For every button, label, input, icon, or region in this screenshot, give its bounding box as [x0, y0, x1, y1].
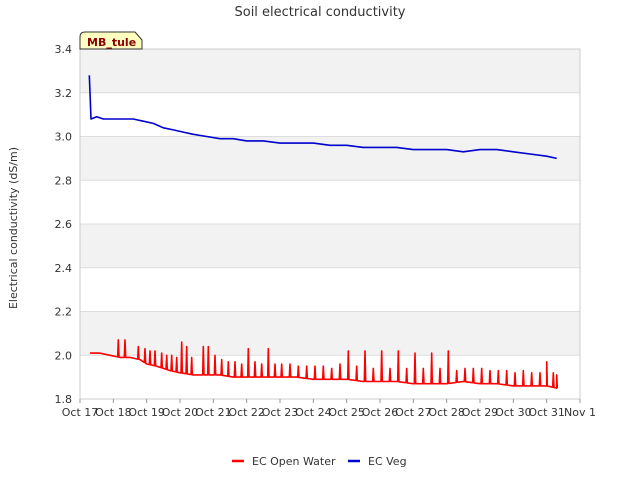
- x-tick-label: Oct 31: [528, 406, 565, 419]
- x-tick-label: Nov 1: [564, 406, 596, 419]
- x-tick-label: Oct 18: [95, 406, 132, 419]
- x-tick-label: Oct 20: [162, 406, 199, 419]
- x-tick-label: Oct 30: [495, 406, 532, 419]
- plot-band: [80, 49, 580, 93]
- site-badge: MB_tule: [79, 31, 143, 50]
- chart-title: Soil electrical conductivity: [234, 5, 405, 20]
- plot-frame: [79, 48, 581, 400]
- plot-band: [80, 267, 580, 312]
- series-ec-open-water: [90, 339, 559, 389]
- y-tick-label: 3.4: [55, 43, 73, 56]
- y-tick-label: 2.4: [55, 262, 73, 275]
- y-tick-label: 2.6: [55, 218, 73, 231]
- x-tick-label: Oct 29: [462, 406, 499, 419]
- x-tick-label: Oct 28: [428, 406, 465, 419]
- series-ec-veg: [88, 75, 557, 160]
- x-tick-label: Oct 19: [128, 406, 165, 419]
- series-line: [88, 75, 557, 160]
- x-tick-label: Oct 17: [62, 406, 99, 419]
- legend-item: EC Veg: [348, 455, 407, 468]
- y-tick-label: 3.2: [55, 87, 73, 100]
- y-tick-label: 1.8: [55, 393, 73, 406]
- site-badge-label: MB_tule: [87, 36, 136, 49]
- plot-bands: [80, 49, 580, 399]
- y-tick-label: 2.0: [55, 349, 73, 362]
- legend: EC Open Water EC Veg: [232, 455, 407, 468]
- x-tick-label: Oct 24: [295, 406, 332, 419]
- x-tick-label: Oct 21: [195, 406, 232, 419]
- plot-band: [80, 311, 580, 356]
- legend-item: EC Open Water: [232, 455, 336, 468]
- series-line: [90, 339, 559, 389]
- plot-band: [80, 136, 580, 181]
- plot-band: [80, 180, 580, 224]
- plot-band: [80, 355, 580, 399]
- plot-band: [80, 224, 580, 268]
- x-tick-label: Oct 26: [362, 406, 399, 419]
- y-tick-label: 3.0: [55, 131, 73, 144]
- plot-band: [80, 92, 580, 137]
- x-tick-label: Oct 23: [262, 406, 299, 419]
- y-tick-label: 2.2: [55, 306, 73, 319]
- legend-label: EC Open Water: [252, 455, 336, 468]
- y-axis: 1.8 2.0 2.2 2.4 2.6 2.8 3.0 3.2 3.4: [55, 43, 73, 406]
- x-tick-label: Oct 25: [328, 406, 365, 419]
- x-tick-label: Oct 22: [228, 406, 265, 419]
- legend-label: EC Veg: [368, 455, 407, 468]
- y-axis-title: Electrical conductivity (dS/m): [7, 147, 20, 309]
- x-tick-label: Oct 27: [395, 406, 432, 419]
- series-layer: [88, 75, 559, 389]
- y-tick-label: 2.8: [55, 174, 73, 187]
